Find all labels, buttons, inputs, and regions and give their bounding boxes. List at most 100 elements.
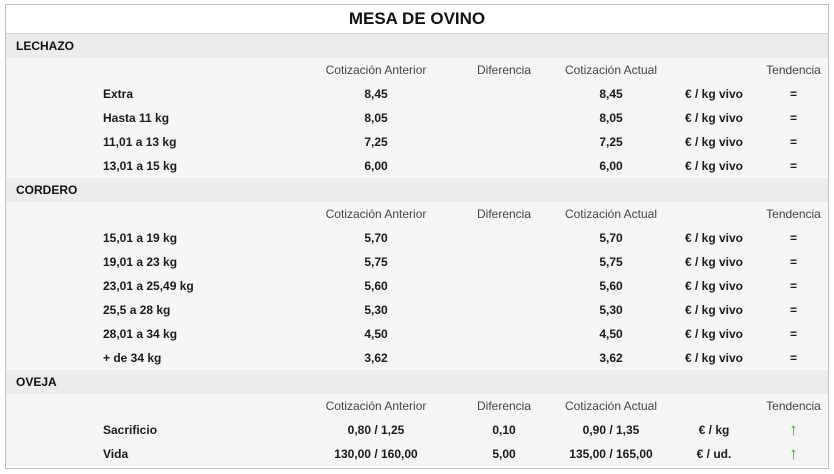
price-unit: € / kg vivo xyxy=(684,303,744,317)
price-difference xyxy=(454,226,554,250)
current-price: 7,25 xyxy=(599,135,623,149)
trend-equal-icon: = xyxy=(789,159,797,173)
table-row: 13,01 a 15 kg 6,00 6,00 € / kg vivo = xyxy=(6,154,828,178)
table-row: 25,5 a 28 kg 5,30 5,30 € / kg vivo = xyxy=(6,298,828,322)
price-difference xyxy=(454,346,554,370)
trend-equal-icon: = xyxy=(789,87,797,101)
table-row: Sacrificio 0,80 / 1,25 0,10 0,90 / 1,35 € / … xyxy=(6,418,828,442)
price-unit: € / kg vivo xyxy=(684,327,744,341)
current-price: 8,45 xyxy=(599,87,623,101)
sections-container: LECHAZO Cotización Anterior Diferencia Coti… xyxy=(6,34,828,466)
row-label: 23,01 a 25,49 kg xyxy=(103,279,194,293)
column-header-row-oveja: Cotización Anterior Diferencia Cotización … xyxy=(6,394,828,418)
previous-price: 7,25 xyxy=(364,135,388,149)
price-unit: € / kg vivo xyxy=(684,255,744,269)
current-price: 135,00 / 165,00 xyxy=(569,447,653,461)
row-label: Sacrificio xyxy=(103,423,158,437)
section-heading-cordero: CORDERO xyxy=(6,178,828,202)
page-title: MESA DE OVINO xyxy=(6,5,828,34)
previous-price: 3,62 xyxy=(364,351,388,365)
header-current-price: Cotización Actual xyxy=(564,63,658,77)
previous-price: 6,00 xyxy=(364,159,388,173)
price-unit: € / kg vivo xyxy=(684,279,744,293)
price-difference xyxy=(454,130,554,154)
header-trend: Tendencia xyxy=(766,399,821,413)
price-unit: € / ud. xyxy=(696,447,732,461)
current-price: 8,05 xyxy=(599,111,623,125)
price-difference xyxy=(454,82,554,106)
table-row: 23,01 a 25,49 kg 5,60 5,60 € / kg vivo = xyxy=(6,274,828,298)
price-difference: 0,10 xyxy=(492,423,516,437)
header-prev-price: Cotización Anterior xyxy=(325,399,427,413)
price-unit: € / kg vivo xyxy=(684,135,744,149)
price-difference xyxy=(454,154,554,178)
table-row: + de 34 kg 3,62 3,62 € / kg vivo = xyxy=(6,346,828,370)
row-label: Vida xyxy=(103,447,129,461)
price-difference xyxy=(454,298,554,322)
price-table: MESA DE OVINO LECHAZO Cotización Anterior… xyxy=(5,4,829,469)
price-unit: € / kg vivo xyxy=(684,87,744,101)
row-label: + de 34 kg xyxy=(103,351,162,365)
header-difference: Diferencia xyxy=(476,207,532,221)
header-prev-price: Cotización Anterior xyxy=(325,63,427,77)
price-difference xyxy=(454,322,554,346)
current-price: 5,60 xyxy=(599,279,623,293)
trend-up-arrow-icon: ↑ xyxy=(789,444,798,463)
header-trend: Tendencia xyxy=(766,63,821,77)
trend-equal-icon: = xyxy=(789,135,797,149)
trend-equal-icon: = xyxy=(789,351,797,365)
row-label: Extra xyxy=(103,87,134,101)
row-label: 11,01 a 13 kg xyxy=(103,135,177,149)
section-heading-oveja: OVEJA xyxy=(6,370,828,394)
table-row: Vida 130,00 / 160,00 5,00 135,00 / 165,00 € … xyxy=(6,442,828,466)
previous-price: 5,70 xyxy=(364,231,388,245)
current-price: 4,50 xyxy=(599,327,623,341)
previous-price: 0,80 / 1,25 xyxy=(347,423,405,437)
price-unit: € / kg xyxy=(698,423,730,437)
table-row: 28,01 a 34 kg 4,50 4,50 € / kg vivo = xyxy=(6,322,828,346)
header-current-price: Cotización Actual xyxy=(564,207,658,221)
price-unit: € / kg vivo xyxy=(684,231,744,245)
price-difference xyxy=(454,274,554,298)
header-trend: Tendencia xyxy=(766,207,821,221)
previous-price: 8,45 xyxy=(364,87,388,101)
trend-equal-icon: = xyxy=(789,231,797,245)
trend-equal-icon: = xyxy=(789,279,797,293)
row-label: 25,5 a 28 kg xyxy=(103,303,171,317)
table-row: Extra 8,45 8,45 € / kg vivo = xyxy=(6,82,828,106)
column-header-row-lechazo: Cotización Anterior Diferencia Cotización … xyxy=(6,58,828,82)
row-label: 19,01 a 23 kg xyxy=(103,255,178,269)
column-header-row-cordero: Cotización Anterior Diferencia Cotización … xyxy=(6,202,828,226)
current-price: 5,30 xyxy=(599,303,623,317)
price-unit: € / kg vivo xyxy=(684,159,744,173)
trend-equal-icon: = xyxy=(789,255,797,269)
table-row: Hasta 11 kg 8,05 8,05 € / kg vivo = xyxy=(6,106,828,130)
price-difference xyxy=(454,106,554,130)
header-current-price: Cotización Actual xyxy=(564,399,658,413)
table-row: 15,01 a 19 kg 5,70 5,70 € / kg vivo = xyxy=(6,226,828,250)
previous-price: 5,75 xyxy=(364,255,388,269)
current-price: 3,62 xyxy=(599,351,623,365)
header-difference: Diferencia xyxy=(476,63,532,77)
current-price: 5,70 xyxy=(599,231,623,245)
trend-equal-icon: = xyxy=(789,303,797,317)
previous-price: 5,30 xyxy=(364,303,388,317)
current-price: 5,75 xyxy=(599,255,623,269)
trend-equal-icon: = xyxy=(789,327,797,341)
trend-up-arrow-icon: ↑ xyxy=(789,420,798,439)
price-difference xyxy=(454,250,554,274)
price-unit: € / kg vivo xyxy=(684,111,744,125)
header-prev-price: Cotización Anterior xyxy=(325,207,427,221)
previous-price: 130,00 / 160,00 xyxy=(334,447,418,461)
current-price: 6,00 xyxy=(599,159,623,173)
table-row: 11,01 a 13 kg 7,25 7,25 € / kg vivo = xyxy=(6,130,828,154)
trend-equal-icon: = xyxy=(789,111,797,125)
section-heading-lechazo: LECHAZO xyxy=(6,34,828,58)
row-label: 28,01 a 34 kg xyxy=(103,327,178,341)
current-price: 0,90 / 1,35 xyxy=(582,423,640,437)
row-label: Hasta 11 kg xyxy=(103,111,170,125)
row-label: 15,01 a 19 kg xyxy=(103,231,178,245)
table-row: 19,01 a 23 kg 5,75 5,75 € / kg vivo = xyxy=(6,250,828,274)
price-difference: 5,00 xyxy=(492,447,516,461)
header-difference: Diferencia xyxy=(476,399,532,413)
